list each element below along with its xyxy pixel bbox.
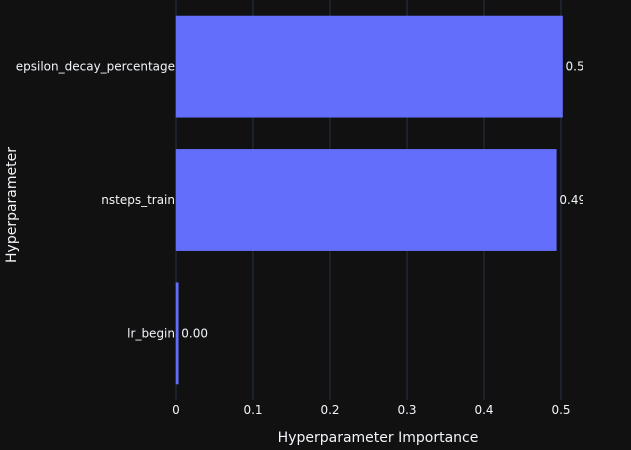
bar-value-label: 0.00 xyxy=(181,326,208,340)
y-tick-label: nsteps_train xyxy=(101,193,175,207)
x-tick-label: 0.4 xyxy=(474,403,493,417)
bar-lr-begin xyxy=(175,282,179,385)
bar-epsilon-decay-percentage xyxy=(175,15,563,118)
y-axis-title: Hyperparameter xyxy=(4,147,20,263)
bars: 0.5 0.49 0.00 xyxy=(175,15,586,385)
x-tick-label: 0.2 xyxy=(320,403,339,417)
y-tick-label: lr_begin xyxy=(127,326,175,340)
x-tick-label: 0.5 xyxy=(551,403,570,417)
x-tick-label: 0.3 xyxy=(397,403,416,417)
x-tick-label: 0.1 xyxy=(243,403,262,417)
x-axis-title: Hyperparameter Importance xyxy=(278,430,479,446)
bar-value-label: 0.49 xyxy=(559,193,586,207)
bar-nsteps-train xyxy=(175,149,557,251)
y-tick-label: epsilon_decay_percentage xyxy=(16,60,175,74)
x-tick-label: 0 xyxy=(172,403,180,417)
x-axis-ticks: 0 0.1 0.2 0.3 0.4 0.5 xyxy=(172,403,570,417)
bar-value-label: 0.5 xyxy=(566,60,585,74)
y-axis-ticks: epsilon_decay_percentage nsteps_train lr_b… xyxy=(16,60,175,341)
